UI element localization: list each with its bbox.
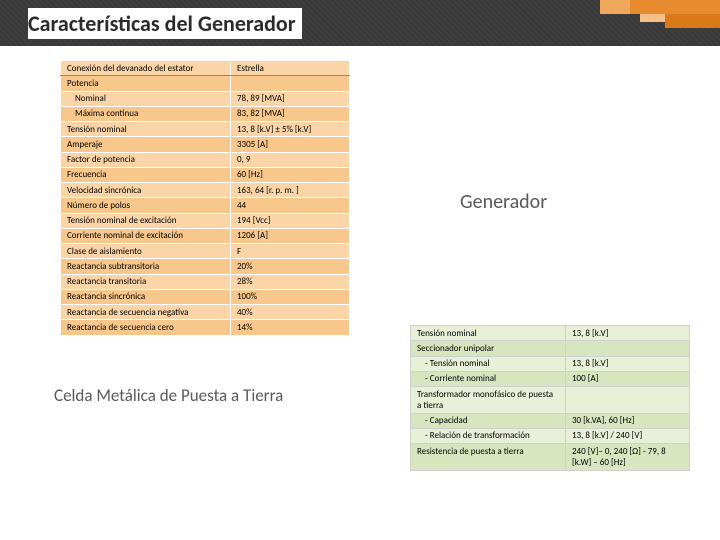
gen-row-value: 44 xyxy=(231,198,350,213)
gen-row-label: Número de polos xyxy=(61,198,231,213)
ground-row-value: 13, 8 [k.V] xyxy=(566,356,690,371)
generator-table: Conexión del devanado del estatorEstrell… xyxy=(60,60,350,336)
gen-row-value xyxy=(231,76,350,91)
gen-row-value: 14% xyxy=(231,320,350,335)
gen-row-label: Tensión nominal xyxy=(61,122,231,137)
gen-row-label: Reactancia sincrónica xyxy=(61,289,231,304)
gen-row-value: 100% xyxy=(231,289,350,304)
gen-row-label: Máxima continua xyxy=(61,106,231,121)
ground-row-label: Resistencia de puesta a tierra xyxy=(411,444,566,471)
gen-row-label: Corriente nominal de excitación xyxy=(61,228,231,243)
ground-row-value xyxy=(566,341,690,356)
ground-row-label: Tensión nominal xyxy=(411,326,566,341)
ground-row-label: - Tensión nominal xyxy=(411,356,566,371)
gen-row-label: Potencia xyxy=(61,76,231,91)
gen-row-value: 0, 9 xyxy=(231,152,350,167)
gen-row-value: 28% xyxy=(231,274,350,289)
gen-row-label: Reactancia subtransitoria xyxy=(61,259,231,274)
ground-row-label: - Corriente nominal xyxy=(411,371,566,386)
gen-row-value: 60 [Hz] xyxy=(231,167,350,182)
gen-row-label: Clase de aislamiento xyxy=(61,244,231,259)
gen-row-value: 40% xyxy=(231,305,350,320)
gen-row-label: Reactancia de secuencia cero xyxy=(61,320,231,335)
gen-row-value: F xyxy=(231,244,350,259)
ground-row-value: 100 [A] xyxy=(566,371,690,386)
ground-row-value: 13, 8 [k.V] / 240 [V] xyxy=(566,428,690,443)
gen-row-label: Reactancia transitoria xyxy=(61,274,231,289)
ground-row-value: 13, 8 [k.V] xyxy=(566,326,690,341)
gen-row-label: Amperaje xyxy=(61,137,231,152)
gen-row-value: 20% xyxy=(231,259,350,274)
gen-row-value: 194 [Vcc] xyxy=(231,213,350,228)
subtitle-generador: Generador xyxy=(460,190,547,214)
gen-row-value: 83, 82 [MVA] xyxy=(231,106,350,121)
gen-row-label: Factor de potencia xyxy=(61,152,231,167)
gen-header-label: Conexión del devanado del estator xyxy=(61,61,231,76)
gen-row-label: Frecuencia xyxy=(61,167,231,182)
gen-header-value: Estrella xyxy=(231,61,350,76)
ground-row-label: Transformador monofásico de puesta a tie… xyxy=(411,387,566,414)
ground-row-label: Seccionador unipolar xyxy=(411,341,566,356)
subtitle-celda: Celda Metálica de Puesta a Tierra xyxy=(54,385,283,406)
gen-row-value: 163, 64 [r. p. m. ] xyxy=(231,183,350,198)
gen-row-label: Nominal xyxy=(61,91,231,106)
header-accent xyxy=(580,0,720,28)
ground-row-label: - Relación de transformación xyxy=(411,428,566,443)
ground-table: Tensión nominal13, 8 [k.V]Seccionador un… xyxy=(410,325,690,471)
ground-row-value: 240 [V]– 0, 240 [Ω] - 79, 8 [k.W] – 60 [… xyxy=(566,444,690,471)
ground-row-value xyxy=(566,387,690,414)
gen-row-value: 3305 [A] xyxy=(231,137,350,152)
ground-row-label: - Capacidad xyxy=(411,413,566,428)
gen-row-label: Tensión nominal de excitación xyxy=(61,213,231,228)
gen-row-label: Reactancia de secuencia negativa xyxy=(61,305,231,320)
page-title: Características del Generador xyxy=(28,8,302,39)
gen-row-value: 78, 89 [MVA] xyxy=(231,91,350,106)
gen-row-value: 13, 8 [k.V] ± 5% [k.V] xyxy=(231,122,350,137)
gen-row-label: Velocidad sincrónica xyxy=(61,183,231,198)
ground-row-value: 30 [k.VA], 60 [Hz] xyxy=(566,413,690,428)
gen-row-value: 1206 [A] xyxy=(231,228,350,243)
